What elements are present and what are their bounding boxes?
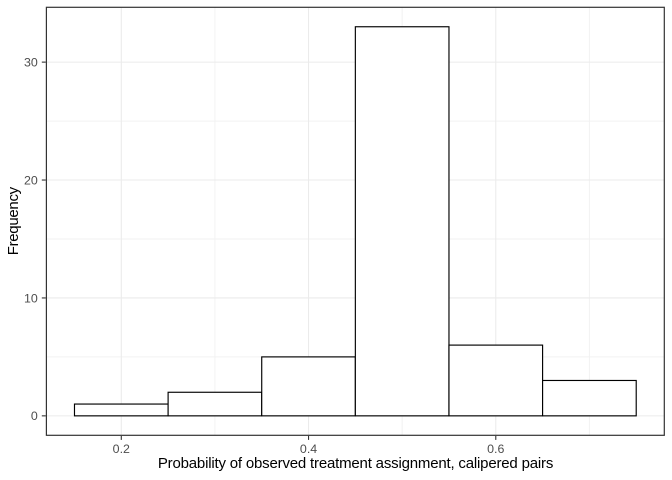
y-tick-label: 10 (24, 291, 38, 305)
y-tick-label: 0 (31, 409, 38, 423)
x-axis-title: Probability of observed treatment assign… (157, 454, 554, 472)
x-tick-label: 0.4 (300, 442, 317, 456)
y-tick-label: 20 (24, 173, 38, 187)
histogram-bar (448, 344, 544, 417)
histogram-bar (167, 391, 263, 417)
y-tick-label: 30 (24, 56, 38, 70)
histogram-bar (261, 356, 356, 417)
histogram-bar (73, 403, 169, 417)
y-axis-title: Frequency (5, 187, 23, 256)
panel-border (45, 6, 665, 436)
x-tick-label: 0.6 (487, 442, 504, 456)
histogram-bar (354, 26, 450, 417)
x-tick-label: 0.2 (113, 442, 130, 456)
histogram-bar (542, 379, 637, 417)
